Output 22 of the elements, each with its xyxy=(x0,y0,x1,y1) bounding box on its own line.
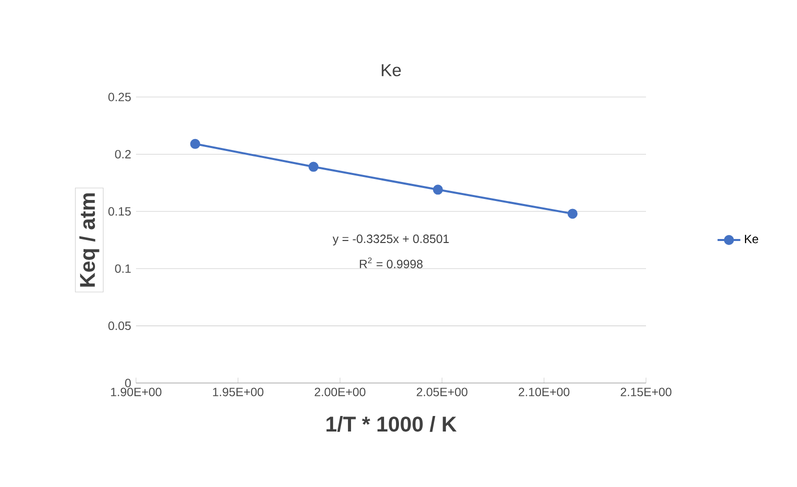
y-tick-label: 0.2 xyxy=(115,150,131,158)
y-tick-label: 0.15 xyxy=(108,207,131,216)
y-tick-label: 0.05 xyxy=(108,322,131,330)
annotation: y = -0.3325x + 0.8501 xyxy=(332,234,449,246)
y-tick-label: 0 xyxy=(125,378,131,388)
point xyxy=(568,208,578,219)
y-tick-label: 0.1 xyxy=(115,264,131,273)
x-tick-label: 1.95E+00 xyxy=(213,388,264,396)
x-tick-label: 2.00E+00 xyxy=(314,388,366,396)
y-tick-label: 0.25 xyxy=(108,92,131,102)
x-tick-label: 2.05E+00 xyxy=(416,388,468,396)
y-axis-title: Keq / atm xyxy=(79,193,100,287)
chart-title: Ke xyxy=(382,64,401,76)
annotation: R$^{2}$ = 0.9998 xyxy=(360,257,423,268)
point xyxy=(190,138,200,149)
x-tick-label: 1.90E+00 xyxy=(111,388,162,396)
x-tick-label: 2.15E+00 xyxy=(620,388,672,396)
point xyxy=(308,162,318,172)
x-tick-label: 2.10E+00 xyxy=(518,388,570,396)
point xyxy=(432,184,443,195)
legend-label: Ke xyxy=(744,234,758,244)
x-axis-title: 1/T * 1000 / K xyxy=(326,416,457,432)
